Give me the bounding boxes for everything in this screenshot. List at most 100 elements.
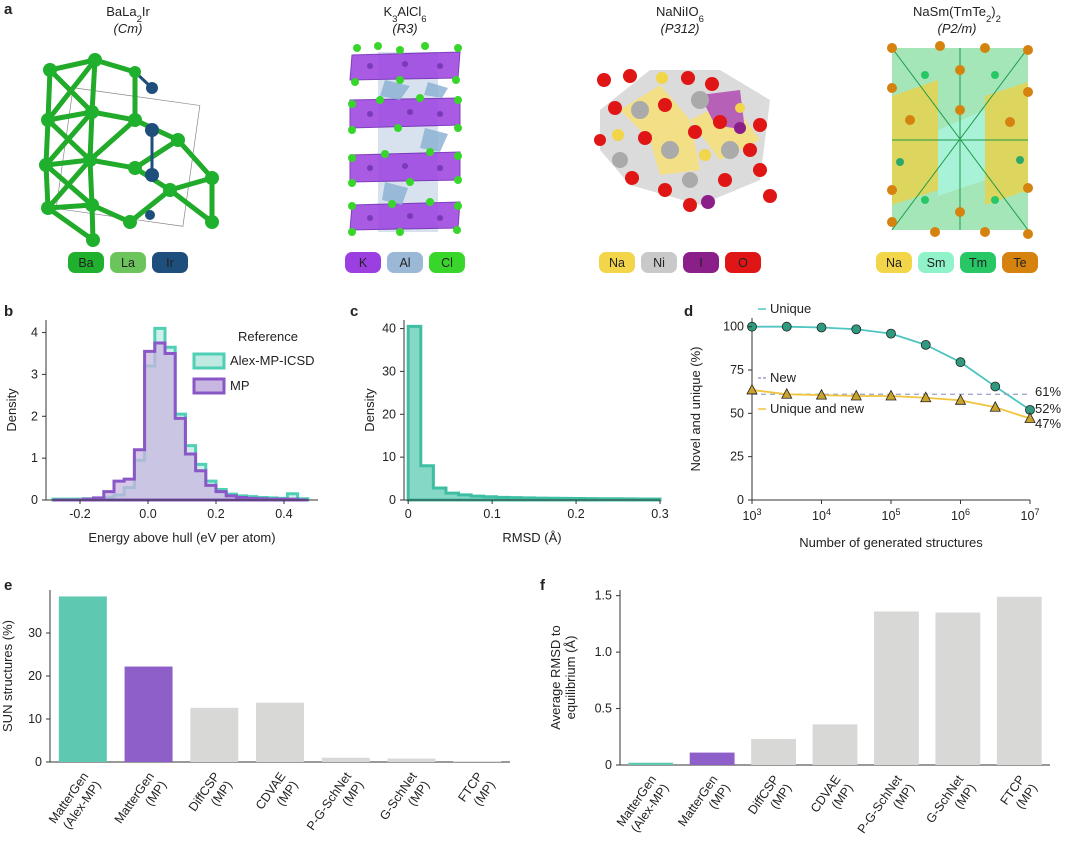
tick-exponent: 3: [756, 507, 761, 517]
element-chip-label: Tm: [969, 256, 987, 270]
y-tick-label: 0: [737, 493, 744, 507]
y-tick-label: 0: [35, 755, 42, 769]
x-category-label: DiffCSP(MP): [186, 770, 235, 823]
element-chip-label: La: [121, 256, 135, 270]
x-category-label: CDVAE(MP): [808, 773, 856, 824]
x-tick-label: 107: [1021, 507, 1040, 523]
y-tick-label: 1.5: [595, 589, 612, 603]
bar: [935, 613, 980, 765]
data-point-unique: [921, 340, 930, 349]
panel-letter-f: f: [540, 577, 546, 594]
tick-exponent: 5: [895, 507, 900, 517]
y-tick-label: 0: [31, 493, 38, 507]
y-axis-label: Average RMSD to: [548, 625, 563, 730]
histogram-series-rmsd: [408, 326, 660, 500]
panel-letter-d: d: [684, 303, 693, 320]
x-category-label: P-G-SchNet(MP): [304, 769, 367, 837]
x-category-label: G-SchNet(MP): [377, 769, 433, 831]
tick-base: 10: [812, 509, 826, 523]
x-category-label: MatterGen(Alex-MP): [614, 773, 672, 837]
x-category-label: CDVAE(MP): [253, 770, 301, 821]
y-tick-label: 20: [382, 407, 396, 421]
y-tick-label: 30: [28, 626, 42, 640]
panel-letter-a: a: [4, 1, 13, 18]
x-tick-label: 105: [882, 507, 901, 523]
x-axis-label: Number of generated structures: [799, 535, 983, 550]
x-tick-label: 0.1: [483, 507, 500, 521]
bar: [813, 724, 858, 765]
crystal-structure-2-drawing: [348, 42, 462, 236]
bar: [256, 703, 304, 762]
legend-label: Unique and new: [770, 401, 865, 416]
y-tick-label: 1: [31, 451, 38, 465]
bar: [125, 667, 173, 762]
y-tick-label: 25: [730, 450, 744, 464]
data-point-unique: [817, 323, 826, 332]
tick-base: 10: [882, 509, 896, 523]
legend-swatch: [194, 379, 224, 393]
space-group-label: (R3): [392, 21, 417, 36]
data-point-unique: [782, 322, 791, 331]
x-tick-label: 0.3: [651, 507, 668, 521]
crystal-structures-panel: BaLa2Ir(Cm)BaLaIrK3AlCl6(R3)KAlClNaNiIO6…: [39, 4, 1038, 273]
element-chip-label: Ni: [653, 256, 665, 270]
x-category-label: MatterGen(MP): [675, 773, 733, 837]
y-tick-label: 2: [31, 409, 38, 423]
rmsd-bar-panel: MatterGen(Alex-MP)MatterGen(MP)DiffCSP(M…: [548, 589, 1050, 837]
formula-part: NaNiIO: [656, 4, 699, 19]
legend-label: Alex-MP-ICSD: [230, 353, 315, 368]
element-chip-label: I: [699, 256, 702, 270]
y-tick-label: 3: [31, 367, 38, 381]
y-axis-label: equilibrium (Å): [563, 636, 578, 720]
formula-part: K: [383, 4, 392, 19]
end-value-label: 61%: [1035, 384, 1061, 399]
y-tick-label: 30: [382, 364, 396, 378]
formula-part: AlCl: [397, 4, 421, 19]
x-tick-label: 103: [743, 507, 762, 523]
y-tick-label: 20: [28, 669, 42, 683]
legend-swatch: [194, 354, 224, 368]
bar: [322, 758, 370, 762]
tick-base: 10: [743, 509, 757, 523]
x-axis-label: RMSD (Å): [502, 530, 561, 545]
space-group-label: (P2/m): [938, 21, 977, 36]
x-tick-label: 0.2: [207, 507, 224, 521]
x-tick-label: 0.4: [275, 507, 292, 521]
element-chip-label: O: [738, 256, 748, 270]
tick-exponent: 4: [826, 507, 831, 517]
space-group-label: (Cm): [114, 21, 143, 36]
sun-bar-panel: MatterGen(Alex-MP)MatterGen(MP)DiffCSP(M…: [0, 590, 510, 837]
bar: [874, 611, 919, 765]
data-point-unique: [852, 325, 861, 334]
element-chip-label: K: [359, 256, 368, 270]
bar: [190, 708, 238, 762]
tick-base: 10: [951, 509, 965, 523]
bar: [628, 763, 673, 765]
y-tick-label: 0: [389, 493, 396, 507]
y-tick-label: 4: [31, 326, 38, 340]
x-tick-label: 106: [951, 507, 970, 523]
x-tick-label: -0.2: [69, 507, 91, 521]
data-point-unique: [887, 329, 896, 338]
element-chip-label: Na: [886, 256, 902, 270]
bar: [387, 759, 435, 762]
x-category-label: FTCP(MP): [455, 770, 497, 813]
formula-part: NaSm(TmTe: [913, 4, 986, 19]
x-axis-label: Energy above hull (eV per atom): [88, 530, 275, 545]
x-category-label: DiffCSP(MP): [745, 773, 794, 826]
element-chip-label: Cl: [441, 256, 453, 270]
bar: [690, 753, 735, 765]
element-chip-label: Al: [399, 256, 410, 270]
x-category-label: G-SchNet(MP): [923, 772, 979, 834]
crystal-structure-1-drawing: [39, 53, 219, 247]
y-tick-label: 75: [730, 363, 744, 377]
bar: [59, 596, 107, 762]
data-point-unique-and-new: [747, 384, 757, 394]
x-category-label: MatterGen(MP): [112, 770, 170, 835]
y-axis-label: SUN structures (%): [0, 620, 15, 732]
data-point-unique: [956, 358, 965, 367]
y-tick-label: 100: [723, 320, 744, 334]
